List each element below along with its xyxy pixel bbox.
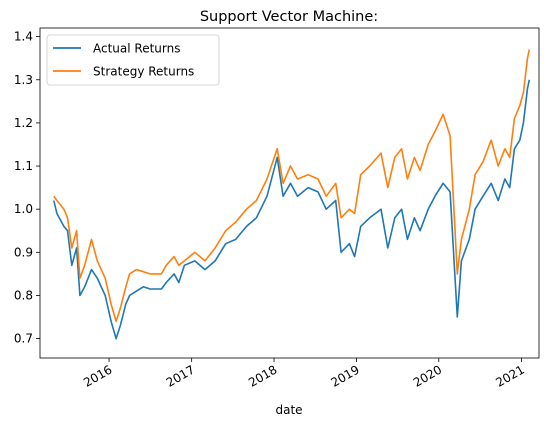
y-tick-label: 0.8: [14, 288, 33, 302]
chart-title: Support Vector Machine:: [200, 9, 378, 25]
legend: Actual Returns Strategy Returns: [46, 34, 220, 86]
series-line-strategy-returns: [53, 49, 531, 323]
y-tick-label: 1.3: [14, 73, 33, 87]
y-tick-label: 1.2: [14, 116, 33, 130]
y-tick-label: 0.9: [14, 245, 33, 259]
y-axis-ticks: 0.7 0.8 0.9 1.0 1.1 1.2 1.3 1.4: [14, 30, 40, 346]
y-tick-label: 1.1: [14, 159, 33, 173]
legend-box: [46, 34, 220, 86]
y-tick-label: 0.7: [14, 332, 33, 346]
legend-label-strategy-returns: Strategy Returns: [93, 65, 194, 79]
plot-frame: [39, 27, 540, 359]
y-tick-label: 1.4: [14, 30, 33, 44]
series-line-actual-returns: [53, 79, 531, 340]
x-axis-label: date: [275, 403, 302, 417]
series-layer: [53, 49, 531, 340]
legend-label-actual-returns: Actual Returns: [93, 42, 180, 56]
y-tick-label: 1.0: [14, 202, 33, 216]
